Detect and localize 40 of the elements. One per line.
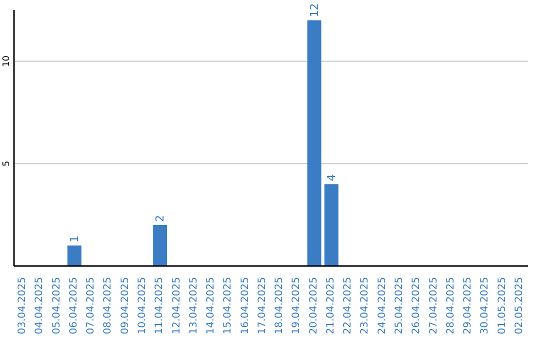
x-tick-label: 13.04.2025: [188, 277, 200, 334]
x-tick-label: 07.04.2025: [86, 277, 97, 334]
x-tick-label: 29.04.2025: [462, 277, 474, 334]
x-tick-label: 08.04.2025: [102, 277, 114, 334]
x-tick-label: 04.04.2025: [34, 277, 46, 334]
x-tick-label: 20.04.2025: [308, 277, 320, 334]
x-tick-label: 30.04.2025: [480, 277, 491, 334]
bar: [153, 225, 168, 266]
x-tick-label: 25.04.2025: [394, 277, 405, 334]
x-tick-label: 15.04.2025: [222, 277, 234, 334]
x-tick-label: 10.04.2025: [137, 277, 148, 334]
data-label: 4: [324, 174, 338, 182]
x-tick-label: 11.04.2025: [154, 277, 166, 334]
y-tick-label: 10: [2, 55, 12, 67]
x-tick-label: 03.04.2025: [17, 277, 28, 334]
y-tick-label: 5: [2, 160, 12, 166]
data-label: 2: [154, 215, 167, 222]
x-tick-label: 12.04.2025: [171, 277, 182, 334]
x-tick-label: 17.04.2025: [256, 277, 268, 334]
x-tick-label: 21.04.2025: [325, 277, 336, 334]
x-tick-label: 01.05.2025: [496, 277, 508, 334]
bar: [307, 20, 322, 266]
x-tick-label: 06.04.2025: [68, 277, 80, 334]
x-tick-label: 23.04.2025: [360, 277, 371, 334]
x-tick-label: 09.04.2025: [120, 277, 131, 334]
bar: [324, 184, 338, 266]
x-tick-label: 22.04.2025: [342, 277, 354, 334]
x-tick-label: 27.04.2025: [428, 277, 440, 334]
data-label: 12: [308, 3, 321, 18]
x-tick-label: 26.04.2025: [411, 277, 422, 334]
x-tick-label: 28.04.2025: [445, 277, 456, 334]
x-tick-label: 18.04.2025: [274, 277, 286, 334]
bar: [67, 246, 82, 266]
x-tick-label: 14.04.2025: [206, 277, 217, 334]
x-tick-label: 19.04.2025: [291, 277, 302, 334]
data-label: 1: [68, 236, 81, 243]
x-tick-label: 24.04.2025: [376, 277, 388, 334]
x-tick-label: 16.04.2025: [240, 277, 251, 334]
x-tick-label: 02.05.2025: [514, 277, 525, 334]
x-tick-label: 05.04.2025: [51, 277, 62, 334]
